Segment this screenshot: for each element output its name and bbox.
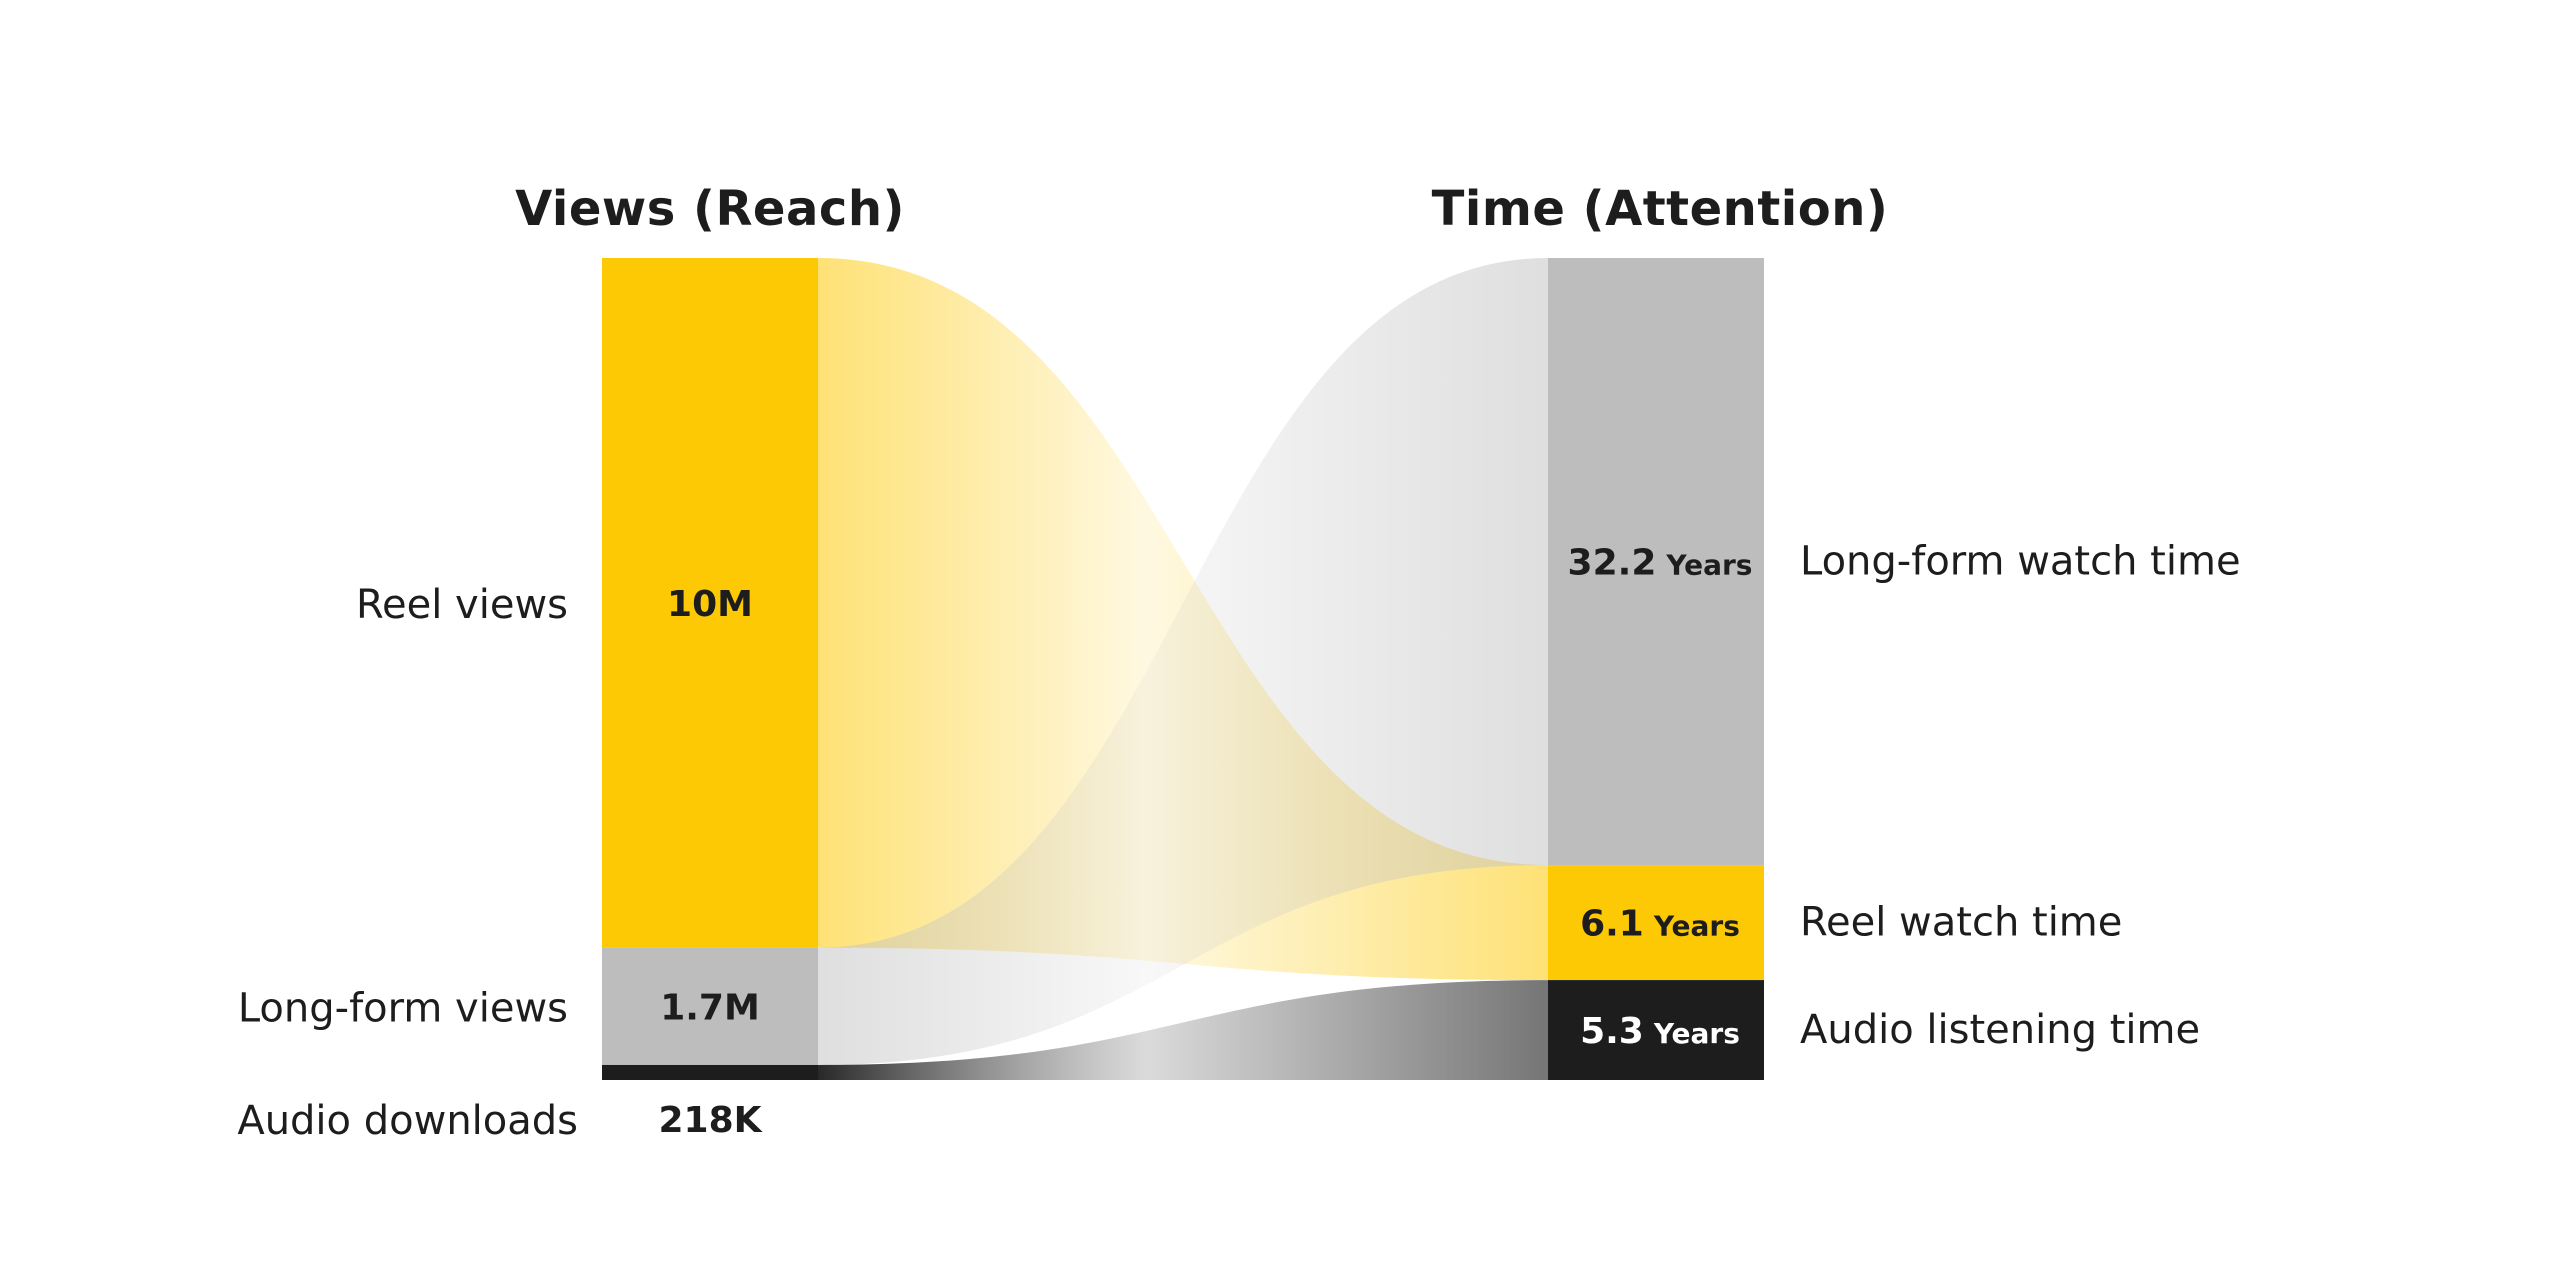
left-category-label: Audio downloads — [237, 1098, 578, 1144]
right-category-label: Audio listening time — [1800, 1007, 2200, 1053]
right-node-bar — [1548, 865, 1764, 981]
right-category-label: Long-form watch time — [1800, 539, 2241, 585]
right-value-label: 5.3 Years — [1580, 1011, 1740, 1052]
left-value-label: 10M — [667, 584, 753, 625]
flows-layer — [818, 258, 1548, 1080]
right-node-bar — [1548, 980, 1764, 1080]
left-category-label: Reel views — [356, 582, 568, 628]
right-category-label: Reel watch time — [1800, 900, 2122, 946]
flow-long-form-views — [818, 258, 1548, 1065]
left-value-label: 1.7M — [660, 987, 760, 1028]
left-node-bar — [602, 258, 818, 948]
right-node-bar — [1548, 258, 1764, 866]
right-column-title: Time (Attention) — [1432, 181, 1889, 237]
nodes-layer — [602, 258, 1764, 1080]
left-value-label: 218K — [658, 1100, 762, 1141]
left-node-bar — [602, 1064, 818, 1080]
right-value-label: 32.2 Years — [1568, 543, 1753, 584]
left-node-bar — [602, 947, 818, 1065]
flow-audio-downloads — [818, 980, 1548, 1080]
labels-layer: Views (Reach) Time (Attention) 10M Reel v… — [237, 181, 2240, 1144]
left-category-label: Long-form views — [238, 985, 568, 1031]
right-value-label: 6.1 Years — [1580, 904, 1740, 945]
left-column-title: Views (Reach) — [515, 181, 905, 237]
